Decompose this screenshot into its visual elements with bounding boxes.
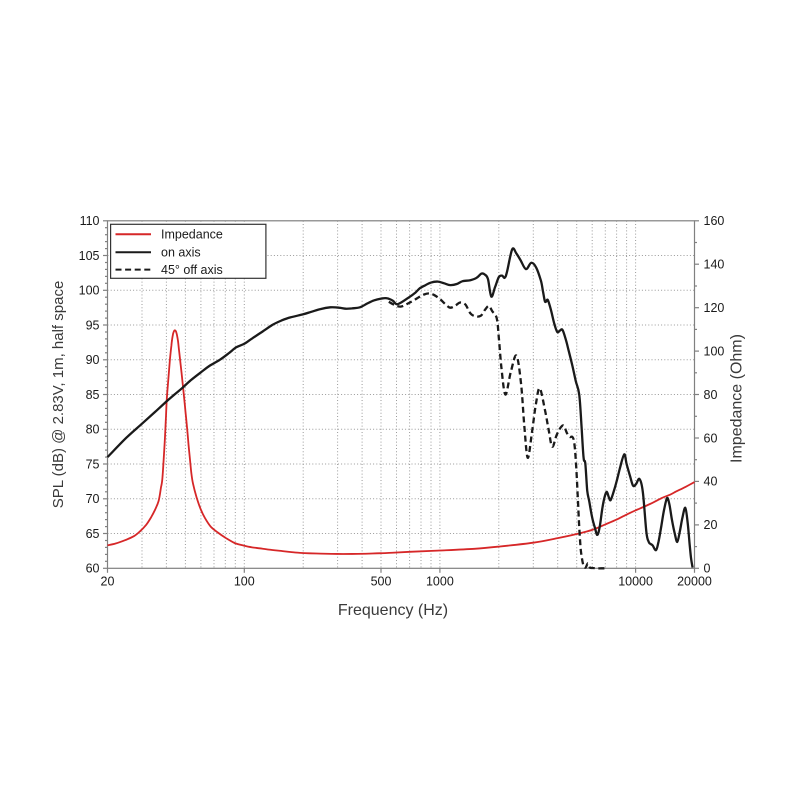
svg-text:45° off axis: 45° off axis xyxy=(161,263,223,277)
svg-text:120: 120 xyxy=(704,301,725,315)
svg-text:80: 80 xyxy=(86,423,100,437)
svg-text:40: 40 xyxy=(704,475,718,489)
svg-text:105: 105 xyxy=(79,249,100,263)
svg-text:100: 100 xyxy=(234,574,255,588)
svg-text:80: 80 xyxy=(704,388,718,402)
svg-text:90: 90 xyxy=(86,353,100,367)
svg-text:65: 65 xyxy=(86,527,100,541)
svg-text:60: 60 xyxy=(704,431,718,445)
svg-text:100: 100 xyxy=(704,344,725,358)
svg-text:20: 20 xyxy=(704,518,718,532)
svg-text:on axis: on axis xyxy=(161,246,201,260)
svg-text:160: 160 xyxy=(704,214,725,228)
svg-text:500: 500 xyxy=(371,574,392,588)
svg-text:10000: 10000 xyxy=(618,574,653,588)
svg-text:85: 85 xyxy=(86,388,100,402)
svg-text:70: 70 xyxy=(86,492,100,506)
svg-text:140: 140 xyxy=(704,258,725,272)
svg-text:20: 20 xyxy=(101,574,115,588)
svg-text:Impedance: Impedance xyxy=(161,228,223,242)
svg-text:SPL (dB) @ 2.83V, 1m, half spa: SPL (dB) @ 2.83V, 1m, half space xyxy=(50,281,67,509)
svg-text:110: 110 xyxy=(80,214,100,228)
svg-text:95: 95 xyxy=(86,318,100,332)
svg-text:75: 75 xyxy=(86,457,100,471)
svg-text:60: 60 xyxy=(86,562,100,576)
svg-text:Impedance (Ohm): Impedance (Ohm) xyxy=(729,334,746,463)
svg-text:1000: 1000 xyxy=(426,574,454,588)
svg-text:Frequency (Hz): Frequency (Hz) xyxy=(338,602,448,619)
svg-text:0: 0 xyxy=(704,562,711,576)
svg-text:100: 100 xyxy=(79,284,100,298)
svg-text:20000: 20000 xyxy=(677,574,712,588)
